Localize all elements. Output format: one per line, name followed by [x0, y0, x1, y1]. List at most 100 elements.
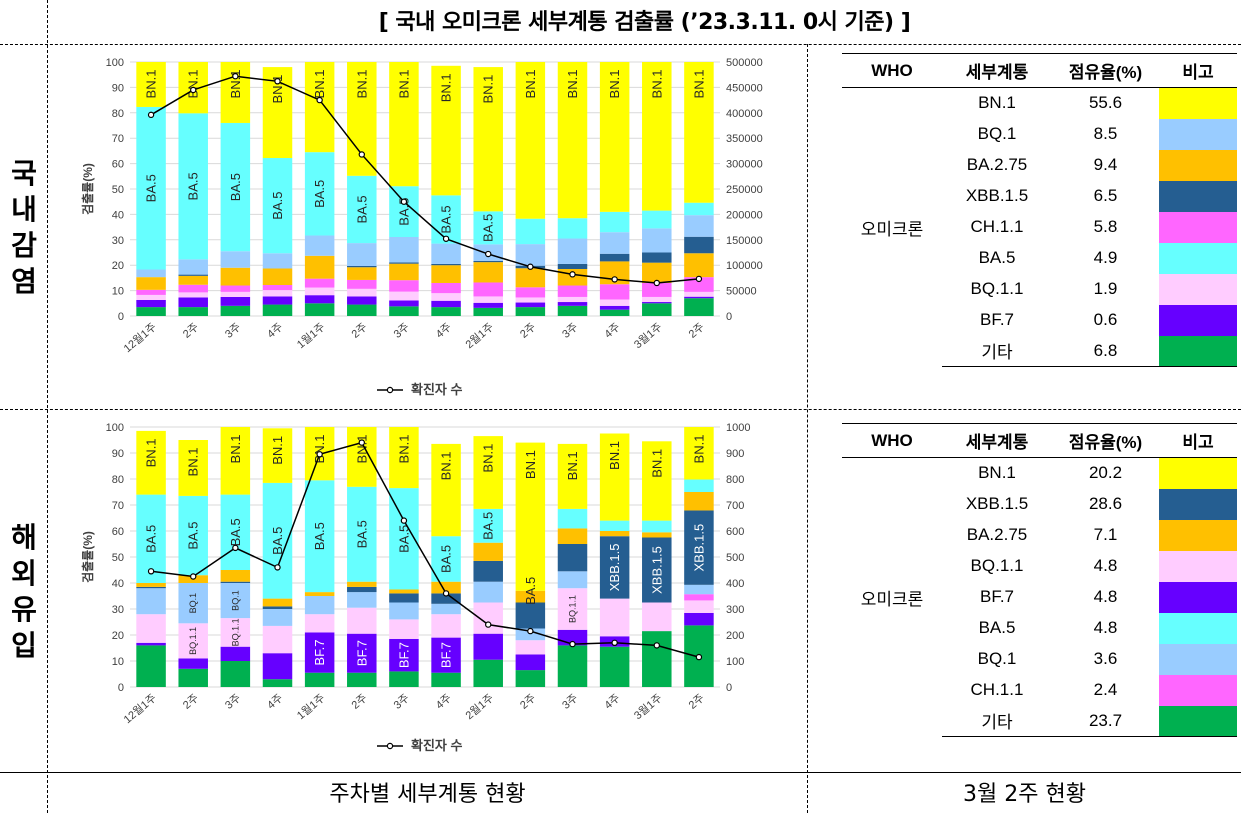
line-point	[400, 198, 408, 205]
bar-segment	[389, 638, 419, 672]
color-swatch	[1159, 211, 1237, 243]
bar-segment	[515, 442, 546, 591]
bar-segment	[684, 612, 714, 626]
group-cell: 오미크론	[860, 219, 924, 239]
y-tick-label: 90	[112, 448, 124, 460]
bar-segment	[347, 672, 377, 687]
share-cell: 3.6	[1093, 649, 1118, 668]
bar-segment	[347, 304, 377, 316]
line-point	[274, 564, 281, 571]
table-row: BQ.1.1 4.8	[842, 550, 1237, 582]
table-header-cell: 점유율(%)	[1052, 423, 1159, 458]
table-row: BQ.1.1 1.9	[842, 273, 1237, 305]
y-tick-label: 60	[112, 159, 124, 171]
line-point	[274, 78, 281, 85]
table-header-cell: 세부계통	[942, 423, 1052, 458]
segment-label: BA.5	[354, 520, 369, 548]
bar-segment	[304, 255, 335, 279]
bar-segment	[473, 307, 503, 316]
segment-label: BN.1	[649, 449, 664, 478]
lineage-cell: 기타	[942, 335, 1052, 367]
lineage-cell: BQ.1	[977, 649, 1017, 668]
bar-segment	[220, 618, 251, 647]
bar-segment	[220, 646, 251, 661]
bar-segment	[304, 295, 335, 304]
legend-label: 확진자 수	[411, 738, 462, 753]
bar-segment	[684, 202, 714, 216]
bar-segment	[136, 289, 166, 295]
bar-segment	[136, 277, 166, 290]
line-point	[442, 235, 450, 242]
color-swatch	[1159, 674, 1237, 706]
footer-left: 주차별 세부계통 현황	[329, 782, 526, 807]
bar-segment	[642, 282, 672, 297]
bar-segment	[389, 671, 419, 687]
segment-label: BN.1	[439, 73, 454, 102]
segment-label: BN.1	[565, 451, 580, 480]
side-char: 감	[11, 229, 37, 262]
table-row: 오미크론 BN.1 20.2	[842, 457, 1237, 609]
bar-segment	[642, 303, 672, 316]
bar-segment	[599, 232, 630, 254]
y2-tick-label: 300000	[726, 159, 763, 171]
side-char: 염	[11, 265, 37, 298]
bar-segment	[599, 62, 630, 212]
y2-tick-label: 800	[726, 474, 744, 486]
bar-segment	[684, 236, 714, 254]
bar-segment	[347, 592, 377, 608]
table-row: 기타 6.8	[842, 335, 1237, 367]
y-tick-label: 0	[118, 682, 124, 694]
bar-segment	[473, 581, 503, 603]
x-tick-label: 2주	[518, 692, 538, 712]
bar-segment	[642, 296, 672, 303]
line-point	[611, 276, 618, 283]
y2-tick-label: 400	[726, 578, 744, 590]
bar-segment	[431, 265, 461, 283]
bar-segment	[599, 299, 630, 306]
bar-segment	[178, 113, 208, 260]
color-swatch	[1159, 550, 1237, 582]
x-tick-label: 3월1주	[631, 691, 664, 722]
side-char: 입	[11, 629, 37, 662]
legend-marker	[386, 742, 394, 750]
bar-segment	[220, 267, 251, 286]
y-tick-label: 10	[112, 656, 124, 668]
segment-label: BA.5	[439, 205, 454, 233]
segment-label: BN.1	[186, 70, 201, 99]
share-cell: 8.5	[1093, 124, 1118, 143]
bar-segment	[473, 602, 503, 634]
color-swatch	[1159, 273, 1237, 305]
bar-segment	[515, 590, 546, 603]
bar-segment	[304, 672, 335, 687]
lineage-cell: BQ.1.1	[970, 279, 1024, 298]
bar-segment	[262, 304, 293, 316]
segment-label: BA.5	[186, 172, 201, 200]
bar-segment	[389, 619, 419, 639]
segment-label: BA.5	[439, 545, 454, 573]
table-row: CH.1.1 5.8	[842, 211, 1237, 243]
bar-segment	[642, 441, 672, 521]
segment-label: XBB.1.5	[649, 546, 664, 594]
bar-segment	[599, 536, 630, 599]
bar-segment	[304, 287, 335, 296]
bar-segment	[599, 253, 630, 262]
bar-segment	[431, 672, 461, 687]
segment-label: BA.5	[270, 192, 285, 220]
y-tick-label: 0	[118, 311, 124, 323]
bar-segment	[178, 440, 208, 496]
table-row: XBB.1.5 28.6	[842, 488, 1237, 520]
lineage-cell: BF.7	[979, 310, 1015, 329]
bar-segment	[220, 291, 251, 297]
bar-segment	[136, 614, 166, 643]
bar-segment	[515, 670, 546, 687]
lineage-cell: 기타	[942, 705, 1052, 737]
bar-segment	[178, 275, 208, 285]
bar-segment	[642, 602, 672, 632]
bar-segment	[389, 237, 419, 263]
bar-segment	[557, 645, 588, 687]
bar-segment	[431, 307, 461, 316]
table-row: BA.5 4.9	[842, 242, 1237, 274]
color-swatch	[1159, 87, 1237, 119]
bar-segment	[473, 659, 503, 687]
y-tick-label: 50	[112, 552, 124, 564]
